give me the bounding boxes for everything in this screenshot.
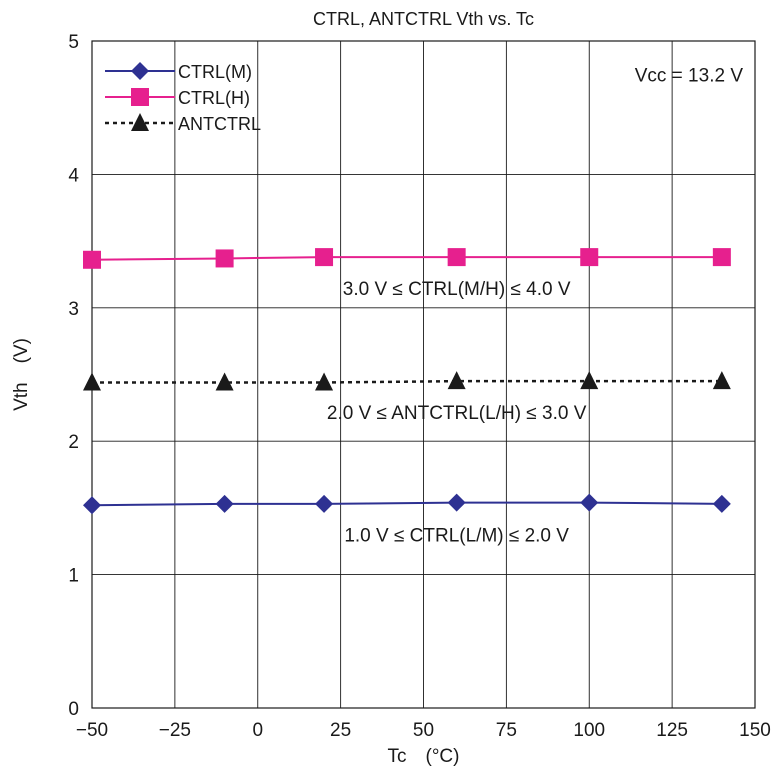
y-tick-label: 3 (68, 299, 79, 320)
x-tick-labels: −50 −25 0 25 50 75 100 125 150 (76, 720, 771, 741)
range-annotation: 3.0 V ≤ CTRL(M/H) ≤ 4.0 V (343, 279, 571, 300)
y-tick-label: 0 (68, 699, 79, 720)
x-tick-label: 100 (573, 720, 605, 741)
data-point (83, 250, 101, 269)
legend-item: CTRL(H) (105, 88, 250, 108)
x-tick-label: 50 (413, 720, 434, 741)
x-tick-label: 25 (330, 720, 351, 741)
data-point (215, 249, 234, 268)
legend-label: ANTCTRL (178, 114, 261, 134)
data-point (315, 248, 334, 267)
legend-marker (131, 113, 149, 131)
chart-title: CTRL, ANTCTRL Vth vs. Tc (313, 9, 534, 29)
data-point (315, 372, 334, 391)
series-line (91, 256, 722, 261)
legend-label: CTRL(M) (178, 62, 252, 82)
data-point (215, 372, 234, 391)
legend-marker (131, 62, 149, 80)
y-tick-label: 4 (68, 165, 79, 186)
x-tick-label: 0 (252, 720, 263, 741)
x-tick-label: −50 (76, 720, 108, 741)
data-point (580, 371, 599, 390)
series-ctrl-h (83, 248, 731, 269)
y-tick-labels: 0 1 2 3 4 5 (68, 32, 79, 720)
data-point (580, 248, 599, 267)
legend-marker (131, 88, 149, 106)
data-point (447, 493, 466, 512)
data-point (315, 494, 334, 513)
x-tick-label: −25 (159, 720, 191, 741)
data-point (712, 248, 731, 267)
series-layer (83, 248, 731, 515)
data-point (580, 493, 599, 512)
x-tick-label: 75 (496, 720, 517, 741)
data-point (712, 371, 731, 390)
y-tick-label: 1 (68, 566, 79, 587)
annotations: Vcc = 13.2 V 3.0 V ≤ CTRL(M/H) ≤ 4.0 V 2.0… (327, 65, 743, 546)
series-antctrl (83, 371, 731, 391)
series-line (91, 501, 722, 507)
legend-item: ANTCTRL (105, 113, 261, 134)
data-point (447, 371, 466, 390)
data-point (83, 496, 101, 515)
legend-item: CTRL(M) (105, 62, 252, 82)
y-tick-label: 5 (68, 32, 79, 53)
x-axis-label: Tc (°C) (388, 746, 460, 767)
data-point (83, 372, 101, 391)
grid (92, 41, 755, 708)
range-annotation: 2.0 V ≤ ANTCTRL(L/H) ≤ 3.0 V (327, 403, 587, 424)
data-point (447, 248, 466, 267)
series-line (92, 379, 722, 384)
x-tick-label: 150 (739, 720, 771, 741)
y-axis-label: Vth (V) (11, 338, 32, 411)
vcc-annotation: Vcc = 13.2 V (635, 65, 744, 86)
range-annotation: 1.0 V ≤ CTRL(L/M) ≤ 2.0 V (344, 526, 569, 547)
legend: CTRL(M) CTRL(H) ANTCTRL (105, 62, 261, 134)
series-ctrl-m (83, 493, 731, 515)
x-tick-label: 125 (656, 720, 688, 741)
data-point (712, 494, 731, 513)
legend-label: CTRL(H) (178, 88, 250, 108)
data-point (215, 494, 234, 513)
y-tick-label: 2 (68, 432, 79, 453)
